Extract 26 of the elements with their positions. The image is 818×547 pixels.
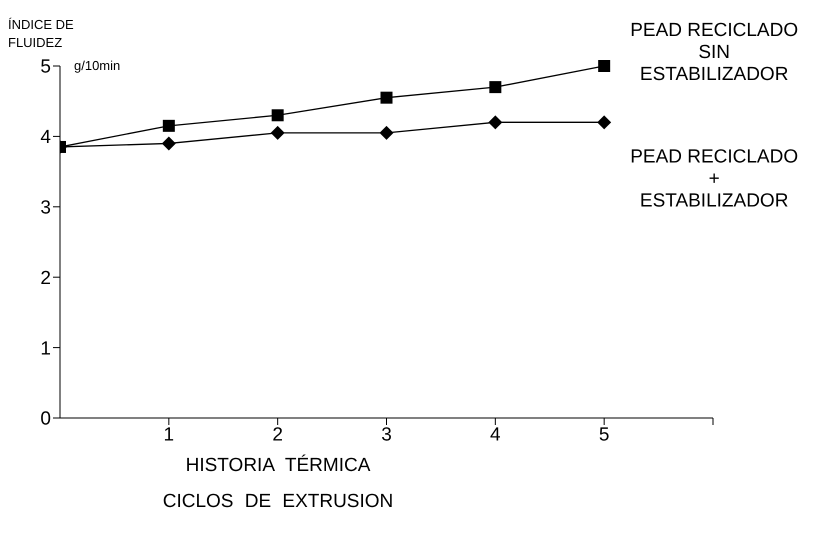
x-axis-title: HISTORIA TÉRMICA CICLOS DE EXTRUSION [162,454,394,514]
y-tick-label: 3 [40,198,51,219]
annotation: g/10min [74,58,120,73]
y-tick-label: 5 [40,56,51,78]
point [488,115,502,130]
point [380,126,394,140]
point [489,81,502,94]
x-tick-label: 4 [490,424,502,446]
y-tick-label: 1 [40,338,51,360]
point [270,126,285,140]
x-tick-label: 1 [164,424,174,446]
point [598,60,610,72]
x-tick-label: 3 [381,424,392,446]
point [272,109,284,122]
y-tick-label: 2 [40,268,51,289]
point [162,136,176,150]
y-tick-label: 0 [40,408,51,430]
x-tick-label: 5 [598,424,610,446]
y-axis-title: ÍNDICE DE FLUIDEZ [8,16,74,52]
series-label: PEAD RECICLADO SIN ESTABILIZADOR [630,20,798,85]
point [380,92,392,104]
point [162,120,175,132]
y-tick-label: 4 [40,127,52,148]
x-tick-label: 2 [272,424,283,446]
series-label: PEAD RECICLADO + ESTABILIZADOR [630,146,798,212]
point [597,115,612,130]
